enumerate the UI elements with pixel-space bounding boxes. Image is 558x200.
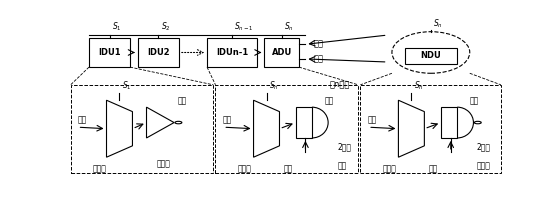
Text: ADU: ADU [272, 48, 292, 57]
FancyBboxPatch shape [405, 48, 457, 64]
FancyBboxPatch shape [138, 38, 179, 67]
FancyBboxPatch shape [360, 85, 501, 173]
Text: $S_1$: $S_1$ [122, 79, 131, 92]
Text: $S_2$: $S_2$ [161, 21, 170, 33]
Text: 与非门: 与非门 [476, 161, 490, 170]
Text: 选择器: 选择器 [238, 164, 252, 173]
Polygon shape [147, 107, 174, 138]
FancyBboxPatch shape [89, 38, 130, 67]
Text: $S_n$: $S_n$ [433, 18, 443, 30]
Circle shape [474, 121, 481, 124]
Text: $S_{n-1}$: $S_{n-1}$ [234, 21, 254, 33]
FancyBboxPatch shape [215, 85, 358, 173]
Text: 2输入: 2输入 [476, 143, 490, 152]
Text: $S_n$: $S_n$ [284, 21, 294, 33]
Text: 输出: 输出 [314, 40, 324, 49]
Text: 输出: 输出 [470, 97, 479, 106]
Polygon shape [107, 100, 132, 157]
Text: IDU1: IDU1 [98, 48, 121, 57]
Polygon shape [398, 100, 425, 157]
Text: IDUn-1: IDUn-1 [216, 48, 248, 57]
Text: 反相器: 反相器 [157, 160, 171, 169]
FancyBboxPatch shape [264, 38, 299, 67]
Text: 使能: 使能 [314, 54, 324, 63]
Text: NDU: NDU [421, 51, 441, 60]
FancyBboxPatch shape [296, 107, 312, 138]
FancyBboxPatch shape [207, 38, 257, 67]
Circle shape [175, 121, 182, 124]
Text: 使能: 使能 [429, 164, 437, 173]
Text: 选择器: 选择器 [383, 164, 397, 173]
Text: 与门: 与门 [338, 161, 347, 170]
Text: 由n决定: 由n决定 [329, 80, 350, 89]
Text: 输入: 输入 [368, 115, 377, 124]
Text: 输出: 输出 [178, 97, 187, 106]
Text: $S_n$: $S_n$ [413, 79, 424, 92]
Text: 输入: 输入 [223, 115, 232, 124]
FancyBboxPatch shape [71, 85, 213, 173]
Ellipse shape [392, 32, 470, 73]
Text: IDU2: IDU2 [147, 48, 170, 57]
FancyBboxPatch shape [441, 107, 457, 138]
Polygon shape [253, 100, 280, 157]
Text: 选择器: 选择器 [92, 164, 106, 173]
Text: $S_n$: $S_n$ [269, 79, 278, 92]
Text: 使能: 使能 [283, 164, 293, 173]
Text: 输出: 输出 [325, 97, 334, 106]
Text: 2输入: 2输入 [338, 143, 352, 152]
Text: $S_1$: $S_1$ [112, 21, 122, 33]
Text: 输入: 输入 [77, 115, 86, 124]
